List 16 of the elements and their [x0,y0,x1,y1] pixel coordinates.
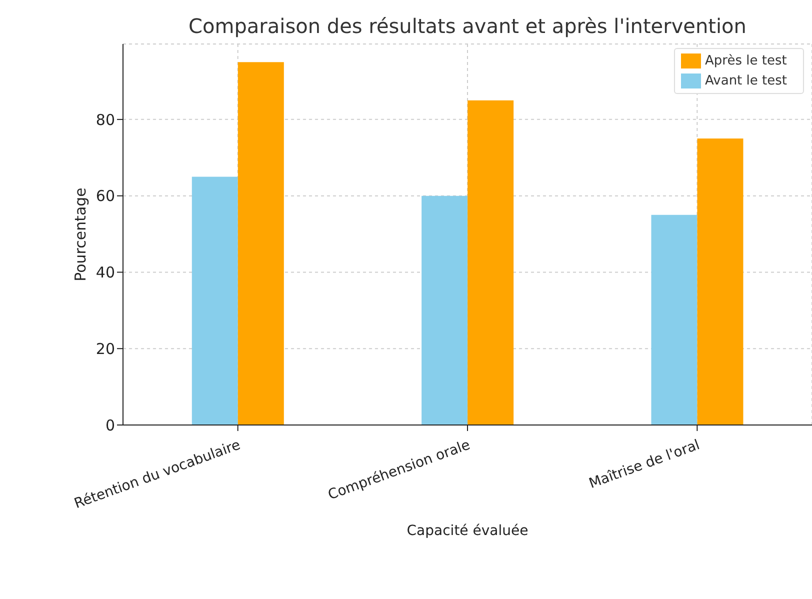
y-axis-title: Pourcentage [71,188,90,282]
x-axis-title: Capacité évaluée [406,523,528,539]
bar [422,196,468,425]
y-tick-label: 80 [96,110,115,129]
bar [651,214,698,425]
legend-label: Après le test [705,54,787,69]
bar [697,138,744,425]
bar [468,100,514,425]
y-tick-label: 60 [96,187,115,206]
chart-title: Comparaison des résultats avant et après l'intervention [188,14,748,38]
y-tick-label: 20 [96,340,115,358]
bar [238,62,284,425]
bar [192,176,238,425]
legend-label: Avant le test [705,74,787,89]
y-tick-label: 40 [96,264,115,282]
y-tick-label: 0 [105,416,115,434]
